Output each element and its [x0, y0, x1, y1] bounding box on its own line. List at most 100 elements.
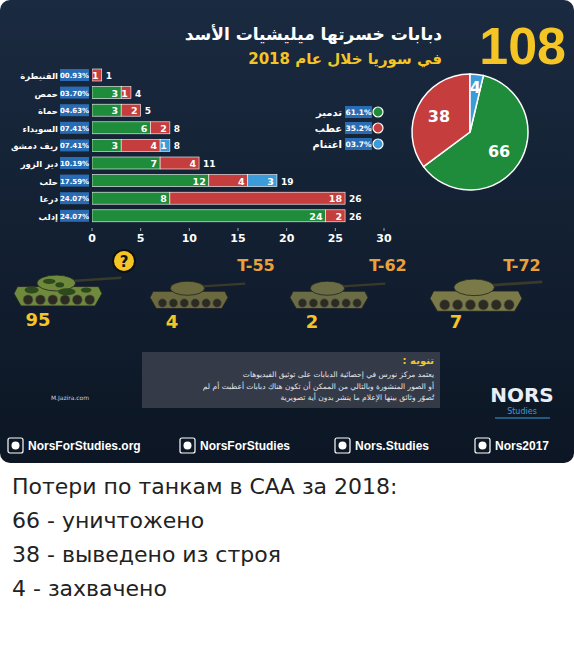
tank-camo — [43, 279, 55, 284]
data-label: 3 — [267, 176, 274, 187]
title: في سوريا خلال عام 2018 — [248, 50, 442, 68]
share-box — [60, 157, 89, 169]
tank-wheel — [36, 295, 46, 305]
bar-segment — [326, 210, 345, 222]
tank-wheel — [309, 299, 318, 308]
legend-percent: 03.7% — [345, 140, 372, 149]
share-box — [60, 122, 89, 134]
bar-segment — [101, 69, 102, 81]
tick-label: 0 — [88, 232, 96, 245]
caption-line: 4 - захвачено — [12, 576, 167, 601]
bar-segment — [150, 122, 169, 134]
tick — [238, 228, 239, 231]
total-label: 4 — [135, 89, 141, 99]
pie-label: 4 — [470, 78, 481, 97]
legend-swatch — [373, 139, 383, 149]
pie-labels: 66384 — [428, 78, 510, 161]
footer-text: Nors.Studies — [355, 439, 429, 453]
footer-text: NorsForStudies — [200, 439, 290, 453]
category-label: حلب — [39, 177, 58, 187]
footer-icon-dot — [12, 442, 20, 450]
tank-wheel — [342, 299, 351, 308]
total-label: 19 — [281, 177, 294, 187]
big-number: 108 — [479, 17, 566, 75]
tank-gun — [487, 282, 542, 286]
data-label: 2 — [335, 211, 342, 222]
bar-labels: القنيطرة00.93%11حمص03.70%314حماة04.63%32… — [11, 69, 362, 222]
legend-box — [345, 106, 372, 118]
tick — [286, 228, 287, 231]
footer-icon-dot — [479, 442, 487, 450]
tank-wheel — [23, 295, 33, 305]
category-label: القنيطرة — [20, 71, 58, 82]
data-label: 4 — [238, 176, 245, 187]
tank-wheel — [73, 295, 83, 305]
tank-wheel — [440, 300, 450, 310]
data-label: 4 — [151, 140, 158, 151]
logo-sub: Studies — [507, 407, 537, 416]
share-box — [60, 192, 89, 204]
tank-camo — [58, 288, 76, 295]
bar-segment — [345, 192, 346, 204]
tank-model: T-55 — [237, 256, 274, 275]
category-label: حمص — [35, 89, 58, 100]
legend-percent: 35.2% — [345, 124, 372, 133]
caption-title: Потери по танкам в САА за 2018: — [12, 474, 397, 499]
tick-label: 30 — [376, 232, 392, 245]
legend-swatch — [373, 107, 383, 117]
caption-line: 66 - уничтожено — [12, 508, 204, 533]
bar-segment — [169, 122, 170, 134]
tank-camo — [81, 287, 92, 292]
tick — [384, 228, 385, 231]
bar-segment — [92, 157, 160, 169]
title: دبابات خسرتها ميليشيات الأسد — [185, 24, 443, 45]
bar-segment — [92, 192, 170, 204]
page-background — [0, 0, 574, 659]
credit: M.Jazira.com — [51, 394, 89, 402]
tank-wheel — [169, 299, 178, 308]
data-label: 3 — [112, 140, 119, 151]
share-label: 17.59% — [60, 178, 89, 186]
panel-background — [0, 0, 574, 463]
total-label: 26 — [349, 212, 362, 222]
tank-wheel — [85, 295, 95, 305]
share-label: 24.07% — [60, 213, 89, 221]
total-label: 8 — [174, 124, 180, 134]
pie — [412, 74, 528, 190]
bar-segment — [121, 139, 160, 151]
data-label: 4 — [189, 158, 196, 169]
tanks: ?95T-554T-622T-727 — [14, 250, 542, 332]
tank-wheel — [180, 299, 189, 308]
data-label: 1 — [160, 140, 167, 151]
tank-model: T-62 — [369, 256, 406, 275]
share-label: 07.41% — [60, 125, 89, 133]
legend-percent: 61.1% — [345, 108, 372, 117]
bar-segment — [140, 104, 141, 116]
tick-label: 10 — [182, 232, 198, 245]
data-label: 7 — [151, 158, 158, 169]
share-label: 04.63% — [60, 107, 89, 115]
total-label: 1 — [106, 71, 112, 81]
bar-segment — [160, 157, 199, 169]
total-label: 5 — [145, 106, 151, 116]
legend-box — [345, 138, 372, 150]
tank-count: 4 — [166, 311, 179, 332]
logo-line — [495, 418, 550, 419]
share-label: 24.07% — [60, 195, 89, 203]
bar-segment — [345, 210, 346, 222]
tank-count: 95 — [25, 309, 50, 330]
footer-icon-dot — [339, 442, 347, 450]
category-label: حماة — [38, 106, 58, 116]
share-label: 00.93% — [60, 72, 89, 80]
legend-box — [345, 122, 372, 134]
share-box — [60, 104, 89, 116]
bar-segment — [92, 87, 121, 99]
footer-text: NorsForStudies.org — [28, 439, 141, 453]
bar-segment — [92, 210, 326, 222]
bar-segment — [92, 69, 102, 81]
tank-gun — [338, 284, 385, 287]
tick — [335, 228, 336, 231]
note-line: يعتمد مركز نورس في إحصائية الدبابات على … — [243, 370, 434, 379]
tank-turret — [170, 281, 204, 295]
tank-turret — [454, 279, 494, 296]
